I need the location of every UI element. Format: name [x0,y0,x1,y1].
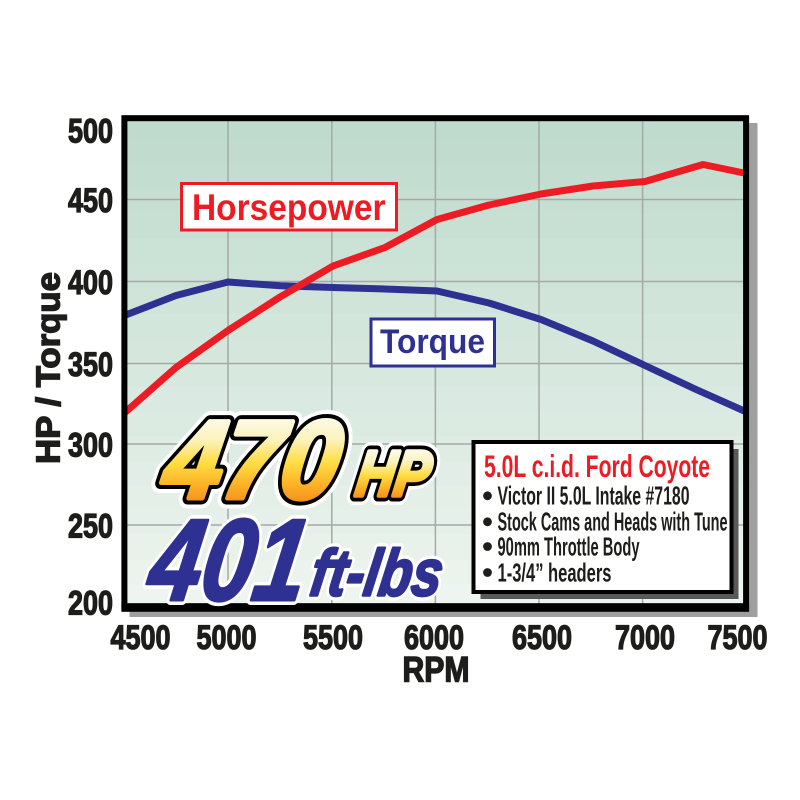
svg-text:ft-lbs: ft-lbs [306,537,449,611]
svg-text:1-3/4” headers: 1-3/4” headers [498,558,612,588]
svg-text:RPM: RPM [403,651,470,690]
svg-text:5000: 5000 [197,619,257,657]
svg-text:450: 450 [68,182,113,220]
svg-text:350: 350 [68,346,113,384]
svg-text:Victor II 5.0L Intake #7180: Victor II 5.0L Intake #7180 [498,481,690,511]
svg-text:300: 300 [68,427,113,465]
svg-text:HP / Torque: HP / Torque [30,272,67,464]
svg-text:6500: 6500 [512,619,572,657]
svg-text:90mm Throttle Body: 90mm Throttle Body [498,532,640,562]
svg-text:200: 200 [68,585,113,623]
svg-text:ft-lbs: ft-lbs [306,537,449,611]
svg-text:4500: 4500 [111,619,171,657]
svg-text:HP: HP [352,438,437,510]
svg-text:470: 470 [155,398,351,522]
svg-text:500: 500 [68,113,113,151]
svg-text:250: 250 [68,508,113,546]
svg-text:470: 470 [155,398,351,522]
svg-text:400: 400 [68,264,113,302]
svg-text:Torque: Torque [380,323,485,361]
svg-text:5500: 5500 [303,619,363,657]
svg-text:470: 470 [155,398,351,522]
svg-text:Stock Cams and Heads with Tune: Stock Cams and Heads with Tune [498,507,728,537]
svg-text:7000: 7000 [615,619,675,657]
svg-text:401: 401 [140,495,318,625]
svg-text:401: 401 [140,495,318,625]
svg-text:HP: HP [352,438,437,510]
svg-text:5.0L c.i.d. Ford Coyote: 5.0L c.i.d. Ford Coyote [484,448,710,484]
svg-text:7500: 7500 [708,619,768,657]
svg-text:6000: 6000 [404,619,464,657]
svg-text:Horsepower: Horsepower [192,187,386,228]
